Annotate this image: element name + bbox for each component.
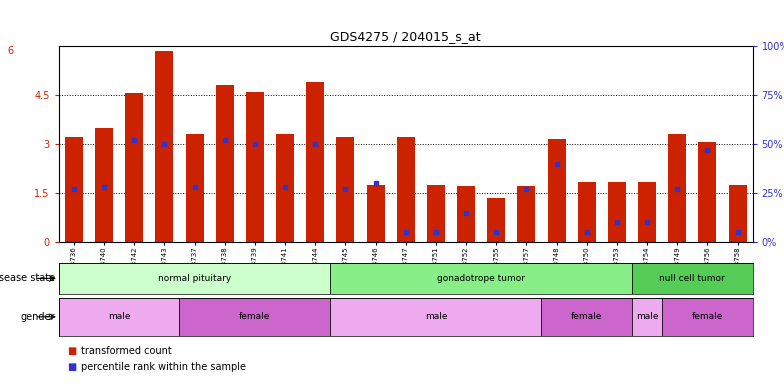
Bar xyxy=(186,134,204,242)
Bar xyxy=(632,298,662,336)
Bar xyxy=(397,137,415,242)
Bar xyxy=(216,85,234,242)
Bar xyxy=(330,298,542,336)
Bar xyxy=(662,298,753,336)
Bar xyxy=(307,82,325,242)
Text: female: female xyxy=(571,312,602,321)
Bar xyxy=(517,187,535,242)
Bar xyxy=(457,187,475,242)
Text: disease state: disease state xyxy=(0,273,55,283)
Text: normal pituitary: normal pituitary xyxy=(158,274,231,283)
Bar xyxy=(65,137,83,242)
Bar xyxy=(59,263,330,294)
Text: gender: gender xyxy=(20,312,55,322)
Text: transformed count: transformed count xyxy=(81,346,172,356)
Bar xyxy=(668,134,686,242)
Bar xyxy=(547,139,565,242)
Bar xyxy=(125,93,143,242)
Bar xyxy=(95,128,113,242)
Bar xyxy=(330,263,632,294)
Text: ■: ■ xyxy=(67,362,76,372)
Bar xyxy=(366,185,385,242)
Text: gonadotrope tumor: gonadotrope tumor xyxy=(437,274,525,283)
Bar xyxy=(542,298,632,336)
Title: GDS4275 / 204015_s_at: GDS4275 / 204015_s_at xyxy=(330,30,481,43)
Bar xyxy=(276,134,294,242)
Text: male: male xyxy=(636,312,659,321)
Bar xyxy=(336,137,354,242)
Bar xyxy=(487,198,505,242)
Text: 6: 6 xyxy=(8,46,13,56)
Bar xyxy=(728,185,746,242)
Bar xyxy=(59,298,180,336)
Bar xyxy=(426,185,445,242)
Bar xyxy=(578,182,596,242)
Bar xyxy=(246,92,264,242)
Text: percentile rank within the sample: percentile rank within the sample xyxy=(81,362,245,372)
Bar xyxy=(155,51,173,242)
Bar xyxy=(632,263,753,294)
Bar xyxy=(180,298,330,336)
Text: male: male xyxy=(425,312,447,321)
Text: female: female xyxy=(691,312,723,321)
Text: female: female xyxy=(239,312,270,321)
Bar xyxy=(608,182,626,242)
Bar xyxy=(699,142,717,242)
Text: null cell tumor: null cell tumor xyxy=(659,274,725,283)
Bar xyxy=(638,182,656,242)
Text: ■: ■ xyxy=(67,346,76,356)
Text: male: male xyxy=(108,312,130,321)
